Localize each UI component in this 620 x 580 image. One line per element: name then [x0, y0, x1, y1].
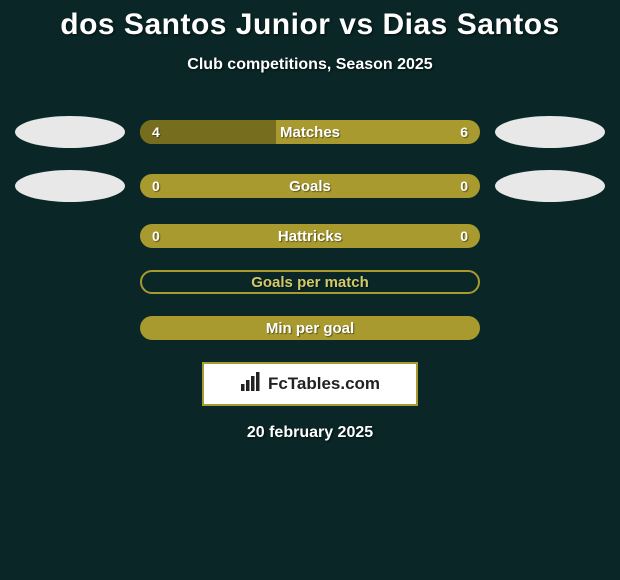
- stat-bar-area: 0Hattricks0: [140, 224, 480, 248]
- stat-row: 4Matches6: [0, 116, 620, 148]
- source-badge-inner: FcTables.com: [240, 372, 380, 397]
- stat-label: Matches: [140, 120, 480, 144]
- stat-row: 0Goals0: [0, 170, 620, 202]
- stat-row: Min per goal: [0, 316, 620, 340]
- stat-bar: Min per goal: [140, 316, 480, 340]
- stat-label: Goals: [140, 174, 480, 198]
- stat-right-value: 0: [460, 174, 468, 198]
- date-text: 20 february 2025: [0, 424, 620, 442]
- infographic-container: dos Santos Junior vs Dias Santos Club co…: [0, 0, 620, 442]
- stat-label: Min per goal: [140, 316, 480, 340]
- stat-bar: 4Matches6: [140, 120, 480, 144]
- team-logo-right: [495, 116, 605, 148]
- stat-bar: 0Goals0: [140, 174, 480, 198]
- stat-bar-area: Goals per match: [140, 270, 480, 294]
- team-logo-left: [15, 116, 125, 148]
- stat-row: Goals per match: [0, 270, 620, 294]
- page-subtitle: Club competitions, Season 2025: [0, 56, 620, 74]
- source-badge: FcTables.com: [202, 362, 418, 406]
- stat-bar: Goals per match: [140, 270, 480, 294]
- team-logo-left: [15, 170, 125, 202]
- team-logo-right: [495, 170, 605, 202]
- stat-row: 0Hattricks0: [0, 224, 620, 248]
- stat-label: Hattricks: [140, 224, 480, 248]
- stat-bar-area: 4Matches6: [140, 120, 480, 144]
- stat-bar-area: 0Goals0: [140, 174, 480, 198]
- stat-right-value: 0: [460, 224, 468, 248]
- source-badge-text: FcTables.com: [268, 374, 380, 394]
- stat-bar-area: Min per goal: [140, 316, 480, 340]
- stat-label: Goals per match: [142, 272, 478, 292]
- stat-bar: 0Hattricks0: [140, 224, 480, 248]
- page-title: dos Santos Junior vs Dias Santos: [0, 8, 620, 42]
- stat-rows: 4Matches60Goals00Hattricks0Goals per mat…: [0, 116, 620, 340]
- stat-right-value: 6: [460, 120, 468, 144]
- chart-icon: [240, 372, 262, 397]
